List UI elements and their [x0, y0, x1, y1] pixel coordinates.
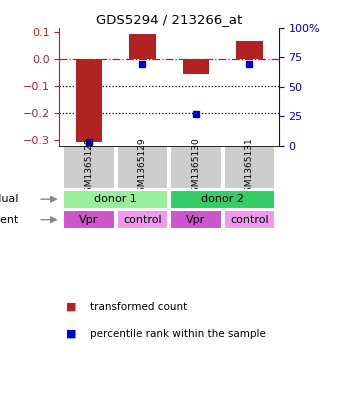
Text: ■: ■ [66, 301, 77, 312]
Text: donor 2: donor 2 [201, 194, 244, 204]
Text: GSM1365128: GSM1365128 [84, 137, 94, 198]
Bar [224, 210, 275, 229]
Text: GSM1365130: GSM1365130 [191, 137, 200, 198]
Bar [117, 210, 168, 229]
Text: GSM1365131: GSM1365131 [245, 137, 254, 198]
Text: ■: ■ [66, 329, 77, 339]
Bar [63, 190, 168, 209]
Text: transformed count: transformed count [90, 301, 187, 312]
Bar [75, 59, 102, 141]
Bar [236, 41, 263, 59]
Bar [170, 210, 222, 229]
Bar [63, 146, 115, 189]
Title: GDS5294 / 213266_at: GDS5294 / 213266_at [96, 13, 242, 26]
Bar [170, 146, 222, 189]
Text: percentile rank within the sample: percentile rank within the sample [90, 329, 266, 339]
Bar [129, 34, 156, 59]
Text: GSM1365129: GSM1365129 [138, 137, 147, 198]
Text: donor 1: donor 1 [94, 194, 137, 204]
Bar [117, 146, 168, 189]
Bar [183, 59, 209, 73]
Text: control: control [230, 215, 269, 225]
Text: individual: individual [0, 194, 18, 204]
Bar [224, 146, 275, 189]
Text: agent: agent [0, 215, 18, 225]
Text: Vpr: Vpr [79, 215, 99, 225]
Text: control: control [123, 215, 162, 225]
Bar [170, 190, 275, 209]
Bar [63, 210, 115, 229]
Text: Vpr: Vpr [186, 215, 205, 225]
